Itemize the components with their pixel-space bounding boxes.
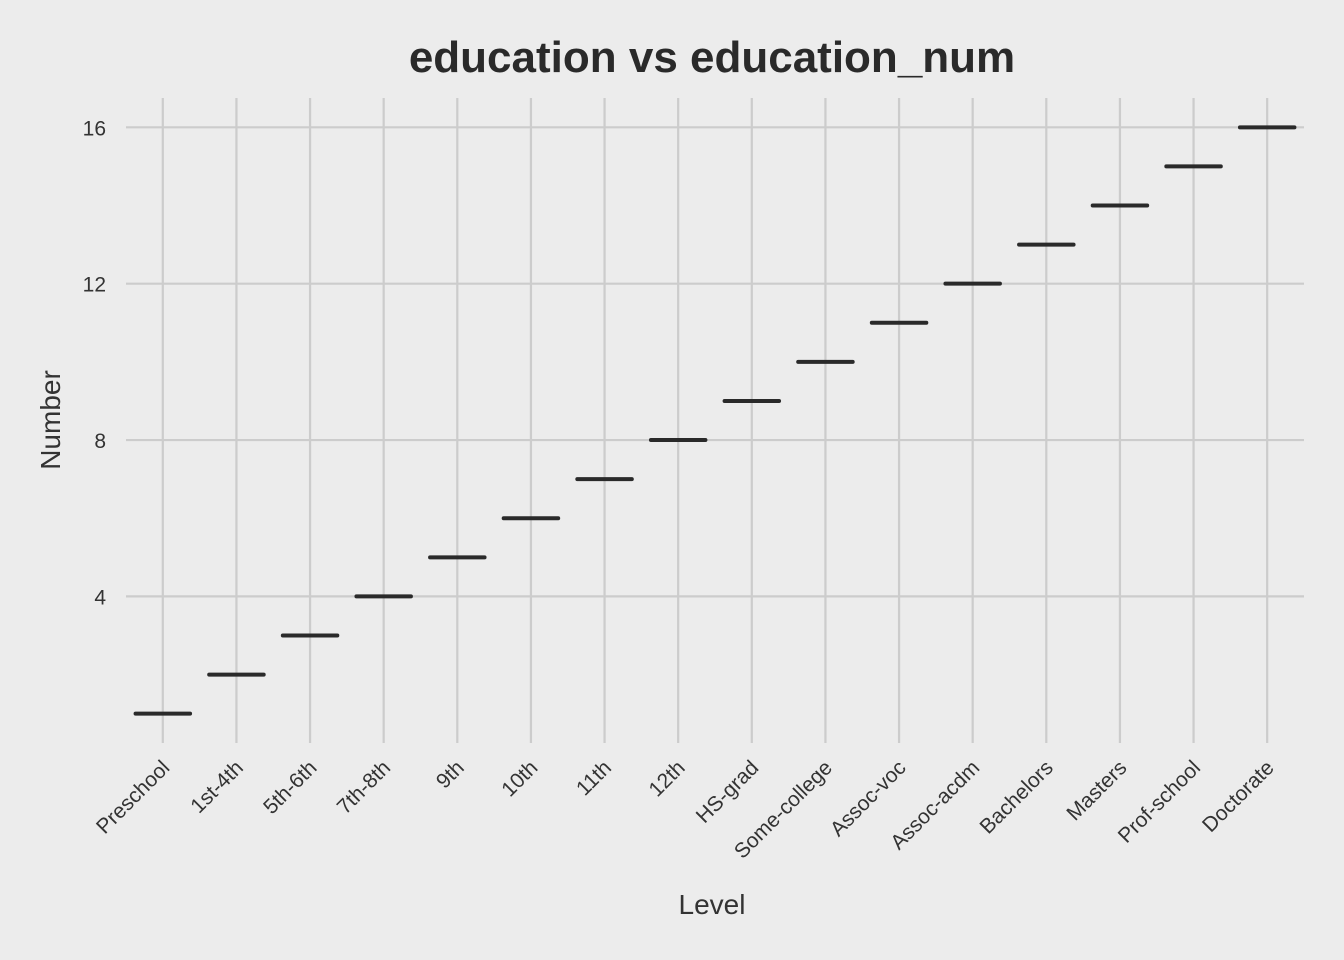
y-tick-label: 8 <box>94 430 106 453</box>
chart-title: education vs education_num <box>409 33 1015 82</box>
y-axis-label: Number <box>35 370 66 470</box>
y-tick-label: 4 <box>94 586 106 609</box>
y-tick-label: 16 <box>83 117 106 140</box>
box-marks <box>133 125 1297 716</box>
x-axis-label: Level <box>679 889 746 920</box>
grid-lines <box>126 98 1304 743</box>
y-tick-label: 12 <box>83 274 106 297</box>
y-tick-labels: 4 8 12 16 <box>83 117 107 609</box>
